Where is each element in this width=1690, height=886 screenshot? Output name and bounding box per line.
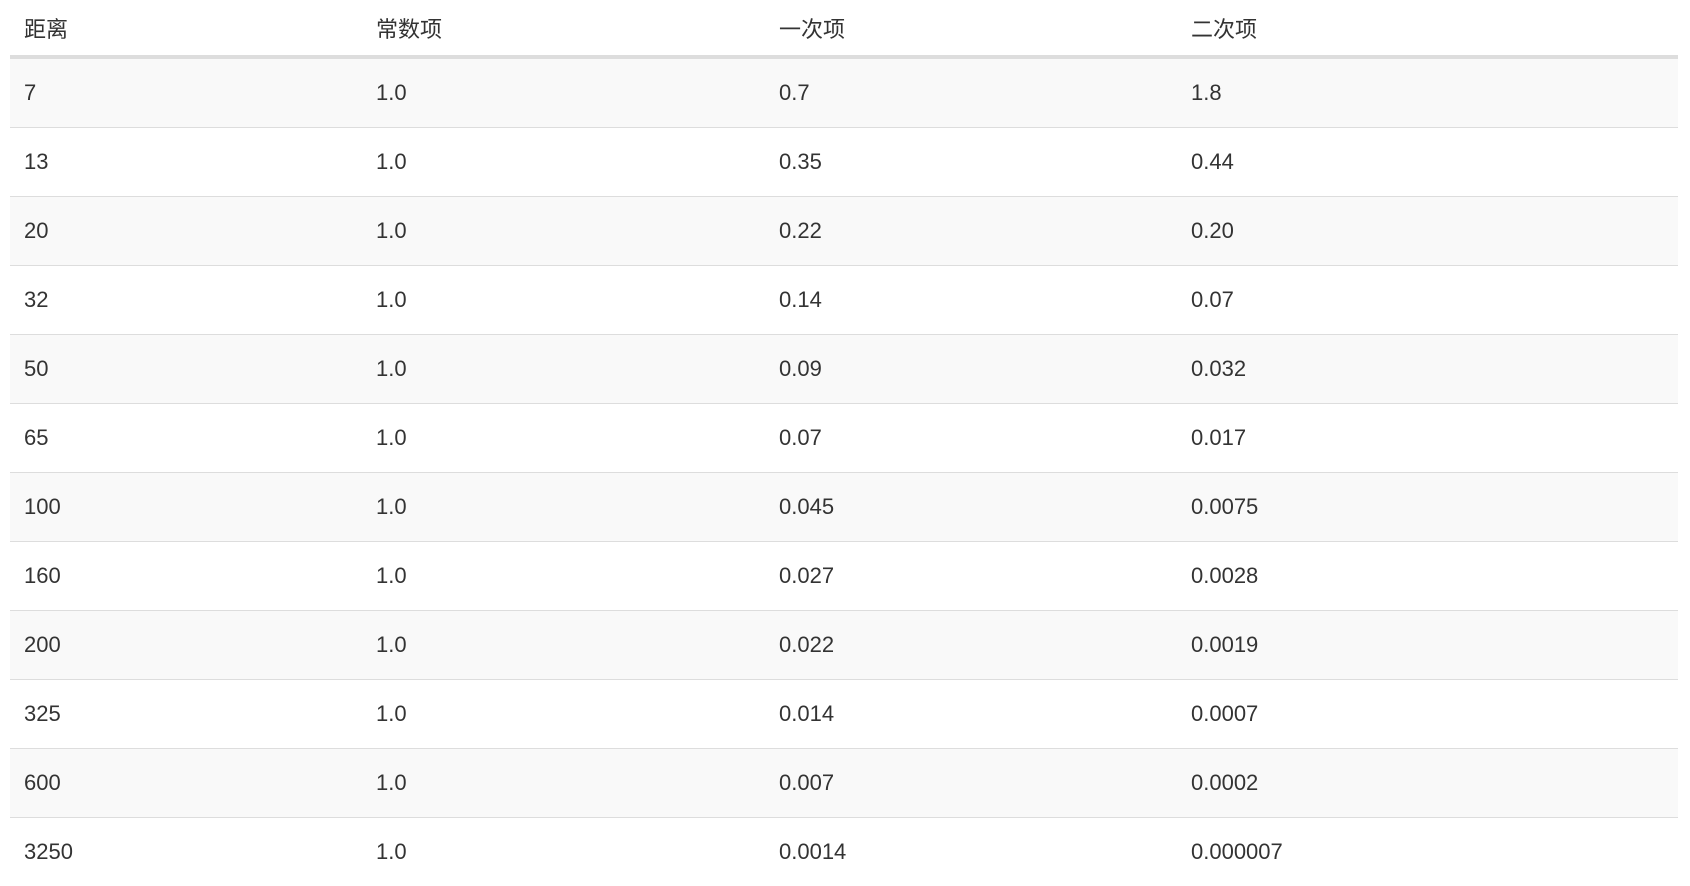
cell-constant: 1.0 bbox=[362, 473, 765, 542]
cell-constant: 1.0 bbox=[362, 818, 765, 886]
cell-distance: 100 bbox=[10, 473, 362, 542]
cell-constant: 1.0 bbox=[362, 335, 765, 404]
cell-quadratic: 0.017 bbox=[1177, 404, 1678, 473]
cell-linear: 0.09 bbox=[765, 335, 1177, 404]
cell-quadratic: 0.032 bbox=[1177, 335, 1678, 404]
cell-distance: 20 bbox=[10, 197, 362, 266]
cell-constant: 1.0 bbox=[362, 404, 765, 473]
cell-distance: 160 bbox=[10, 542, 362, 611]
cell-constant: 1.0 bbox=[362, 611, 765, 680]
header-constant: 常数项 bbox=[362, 0, 765, 57]
cell-linear: 0.14 bbox=[765, 266, 1177, 335]
header-row: 距离 常数项 一次项 二次项 bbox=[10, 0, 1678, 57]
table-header: 距离 常数项 一次项 二次项 bbox=[10, 0, 1678, 57]
cell-constant: 1.0 bbox=[362, 197, 765, 266]
cell-quadratic: 0.0019 bbox=[1177, 611, 1678, 680]
cell-quadratic: 0.0007 bbox=[1177, 680, 1678, 749]
cell-quadratic: 0.0028 bbox=[1177, 542, 1678, 611]
cell-linear: 0.07 bbox=[765, 404, 1177, 473]
cell-constant: 1.0 bbox=[362, 57, 765, 128]
header-quadratic: 二次项 bbox=[1177, 0, 1678, 57]
cell-constant: 1.0 bbox=[362, 680, 765, 749]
cell-distance: 7 bbox=[10, 57, 362, 128]
cell-distance: 13 bbox=[10, 128, 362, 197]
cell-quadratic: 0.20 bbox=[1177, 197, 1678, 266]
cell-constant: 1.0 bbox=[362, 542, 765, 611]
cell-linear: 0.35 bbox=[765, 128, 1177, 197]
cell-linear: 0.007 bbox=[765, 749, 1177, 818]
cell-linear: 0.22 bbox=[765, 197, 1177, 266]
cell-constant: 1.0 bbox=[362, 749, 765, 818]
cell-linear: 0.014 bbox=[765, 680, 1177, 749]
cell-quadratic: 0.44 bbox=[1177, 128, 1678, 197]
cell-distance: 50 bbox=[10, 335, 362, 404]
header-linear: 一次项 bbox=[765, 0, 1177, 57]
cell-constant: 1.0 bbox=[362, 266, 765, 335]
cell-quadratic: 0.07 bbox=[1177, 266, 1678, 335]
cell-quadratic: 0.000007 bbox=[1177, 818, 1678, 886]
cell-linear: 0.0014 bbox=[765, 818, 1177, 886]
cell-quadratic: 1.8 bbox=[1177, 57, 1678, 128]
cell-quadratic: 0.0002 bbox=[1177, 749, 1678, 818]
cell-linear: 0.045 bbox=[765, 473, 1177, 542]
cell-distance: 32 bbox=[10, 266, 362, 335]
cell-quadratic: 0.0075 bbox=[1177, 473, 1678, 542]
cell-distance: 200 bbox=[10, 611, 362, 680]
cell-distance: 325 bbox=[10, 680, 362, 749]
cell-linear: 0.027 bbox=[765, 542, 1177, 611]
cell-constant: 1.0 bbox=[362, 128, 765, 197]
cell-distance: 3250 bbox=[10, 818, 362, 886]
cell-linear: 0.022 bbox=[765, 611, 1177, 680]
cell-linear: 0.7 bbox=[765, 57, 1177, 128]
header-distance: 距离 bbox=[10, 0, 362, 57]
cell-distance: 65 bbox=[10, 404, 362, 473]
cell-distance: 600 bbox=[10, 749, 362, 818]
